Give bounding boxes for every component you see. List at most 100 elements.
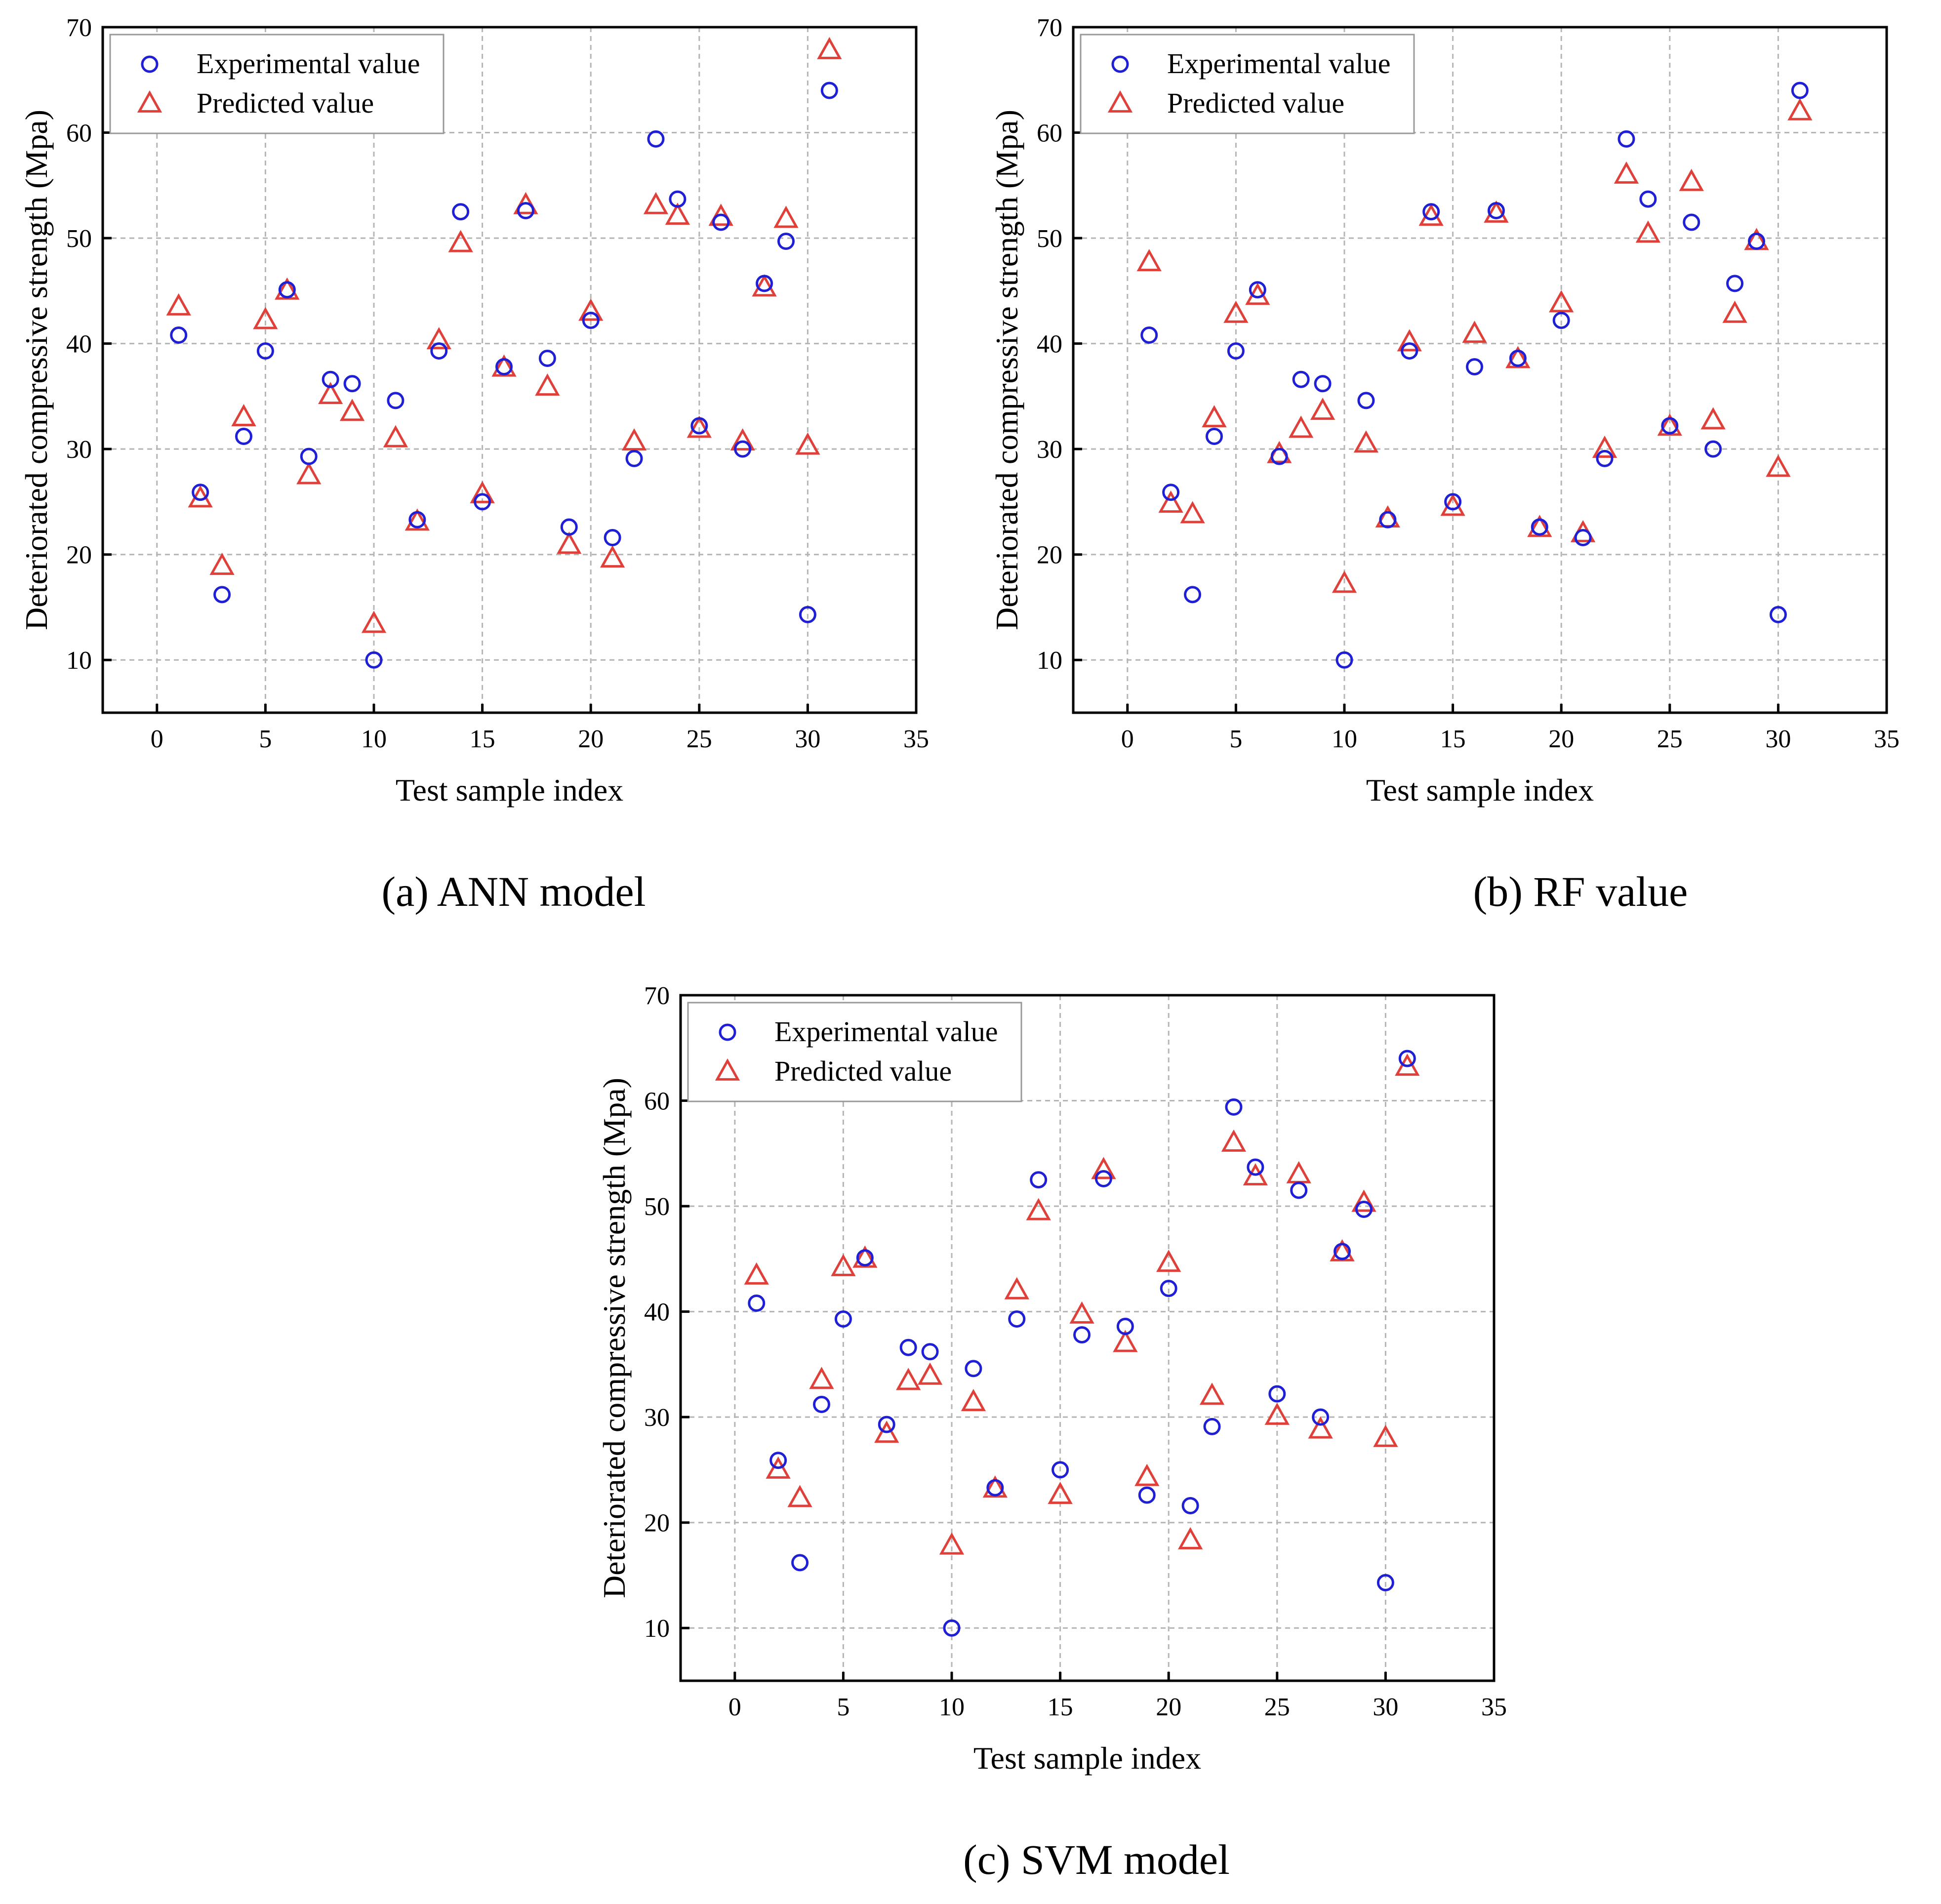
caption-svm: (c) SVM model bbox=[963, 1836, 1230, 1883]
experimental-point bbox=[834, 1310, 852, 1328]
predicted-point bbox=[795, 432, 820, 455]
y-tick-label: 30 bbox=[1037, 436, 1062, 464]
experimental-point bbox=[1314, 375, 1332, 393]
experimental-point bbox=[1008, 1310, 1026, 1328]
predicted-point bbox=[448, 230, 473, 252]
experimental-point bbox=[921, 1343, 939, 1361]
plot-frame bbox=[1072, 26, 1888, 714]
predicted-point bbox=[1113, 1330, 1138, 1352]
experimental-point bbox=[1138, 1486, 1156, 1504]
predicted-point bbox=[1332, 570, 1357, 593]
legend-experimental-marker bbox=[141, 55, 159, 73]
legend-predicted-label: Predicted value bbox=[197, 87, 374, 119]
x-tick-label: 15 bbox=[1048, 1693, 1073, 1721]
y-tick-label: 70 bbox=[644, 982, 670, 1010]
experimental-point bbox=[1292, 370, 1310, 388]
predicted-point bbox=[752, 274, 777, 297]
legend-experimental-label: Experimental value bbox=[774, 1015, 998, 1048]
predicted-point bbox=[787, 1485, 812, 1507]
experimental-point bbox=[1574, 529, 1592, 547]
experimental-point bbox=[1184, 586, 1202, 604]
experimental-point bbox=[734, 440, 752, 458]
experimental-point bbox=[582, 312, 600, 329]
y-axis-label: Deteriorated compressive strength (Mpa) bbox=[597, 1078, 632, 1598]
experimental-point bbox=[1051, 1461, 1069, 1479]
x-tick-label: 30 bbox=[1373, 1693, 1398, 1721]
predicted-point bbox=[1069, 1301, 1094, 1324]
legend-predicted-marker bbox=[715, 1058, 740, 1081]
predicted-point bbox=[470, 481, 495, 503]
y-tick-label: 60 bbox=[1037, 120, 1062, 148]
experimental-point bbox=[690, 417, 708, 435]
predicted-point bbox=[643, 192, 669, 214]
experimental-point bbox=[669, 190, 687, 208]
y-axis-label: Deteriorated compressive strength (Mpa) bbox=[19, 110, 54, 630]
experimental-point bbox=[1639, 190, 1657, 208]
predicted-point bbox=[1134, 1463, 1160, 1486]
experimental-point bbox=[538, 350, 556, 367]
experimental-point bbox=[452, 203, 470, 221]
predicted-point bbox=[275, 277, 300, 300]
experimental-point bbox=[300, 447, 318, 465]
x-axis-label: Test sample index bbox=[973, 1741, 1201, 1776]
predicted-point bbox=[917, 1362, 943, 1385]
experimental-point bbox=[791, 1554, 809, 1572]
experimental-point bbox=[1355, 1200, 1373, 1218]
experimental-point bbox=[1531, 518, 1548, 536]
y-axis-label: Deteriorated compressive strength (Mpa) bbox=[989, 110, 1024, 630]
experimental-point bbox=[474, 493, 491, 511]
experimental-point bbox=[278, 281, 296, 299]
experimental-point bbox=[812, 1396, 830, 1414]
predicted-point bbox=[1158, 490, 1183, 513]
experimental-point bbox=[408, 511, 426, 528]
x-tick-label: 20 bbox=[1156, 1693, 1181, 1721]
predicted-point bbox=[766, 1456, 791, 1479]
y-tick-label: 60 bbox=[66, 120, 92, 148]
experimental-point bbox=[256, 342, 274, 360]
experimental-point bbox=[1747, 232, 1765, 250]
experimental-point bbox=[625, 449, 643, 467]
experimental-point bbox=[756, 275, 773, 292]
predicted-point bbox=[1373, 1424, 1398, 1447]
predicted-point bbox=[1614, 161, 1639, 184]
experimental-point bbox=[799, 606, 816, 623]
predicted-point bbox=[687, 415, 712, 438]
predicted-point bbox=[1549, 290, 1574, 313]
predicted-point bbox=[852, 1245, 878, 1268]
predicted-point bbox=[1353, 430, 1379, 453]
experimental-point bbox=[322, 370, 339, 388]
y-tick-label: 20 bbox=[1037, 541, 1062, 569]
caption-ann: (a) ANN model bbox=[381, 868, 646, 915]
predicted-point bbox=[404, 508, 430, 531]
experimental-point bbox=[1791, 81, 1809, 99]
experimental-point bbox=[856, 1249, 874, 1267]
experimental-point bbox=[769, 1452, 787, 1469]
ann-chart: 0 5 10 15 20 25 30 35 10 20 30 40 50 60 70 Test sample … bbox=[19, 14, 929, 808]
legend-experimental-marker bbox=[719, 1023, 736, 1041]
experimental-point bbox=[1030, 1171, 1048, 1189]
predicted-point bbox=[1330, 1239, 1355, 1261]
experimental-point bbox=[899, 1338, 917, 1356]
experimental-point bbox=[1398, 1050, 1416, 1067]
x-tick-label: 20 bbox=[578, 725, 604, 753]
x-tick-label: 10 bbox=[1332, 725, 1357, 753]
experimental-point bbox=[777, 232, 795, 250]
predicted-point bbox=[730, 428, 755, 451]
x-tick-label: 15 bbox=[1440, 725, 1466, 753]
predicted-point bbox=[1180, 501, 1205, 524]
predicted-point bbox=[1026, 1198, 1051, 1220]
experimental-point bbox=[1334, 1243, 1351, 1260]
x-tick-label: 5 bbox=[259, 725, 272, 753]
predicted-point bbox=[1091, 1157, 1116, 1179]
predicted-point bbox=[1505, 346, 1531, 368]
predicted-point bbox=[895, 1368, 921, 1390]
predicted-point bbox=[1177, 1527, 1203, 1549]
experimental-point bbox=[1116, 1318, 1134, 1336]
x-tick-label: 30 bbox=[1765, 725, 1791, 753]
plot-frame bbox=[101, 26, 918, 714]
predicted-point bbox=[744, 1262, 769, 1285]
experimental-point bbox=[712, 213, 730, 231]
predicted-point bbox=[621, 428, 647, 451]
x-tick-label: 10 bbox=[361, 725, 387, 753]
